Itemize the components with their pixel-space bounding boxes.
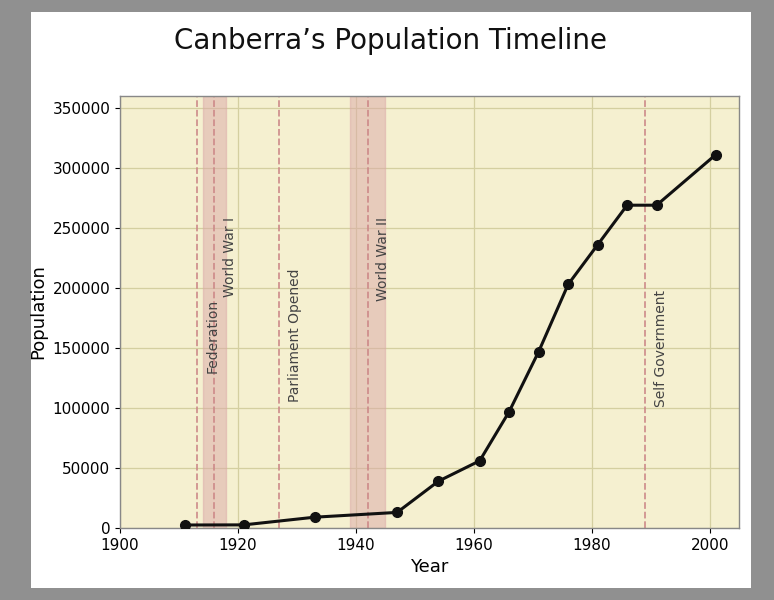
Text: Federation: Federation xyxy=(205,299,220,373)
Text: Canberra’s Population Timeline: Canberra’s Population Timeline xyxy=(174,27,608,55)
Y-axis label: Population: Population xyxy=(29,265,46,359)
Bar xyxy=(203,96,226,528)
Text: World War I: World War I xyxy=(223,217,237,297)
Text: World War II: World War II xyxy=(376,217,391,301)
X-axis label: Year: Year xyxy=(410,558,449,576)
Text: Self Government: Self Government xyxy=(654,290,668,407)
Bar xyxy=(350,96,385,528)
Text: Parliament Opened: Parliament Opened xyxy=(288,269,302,402)
